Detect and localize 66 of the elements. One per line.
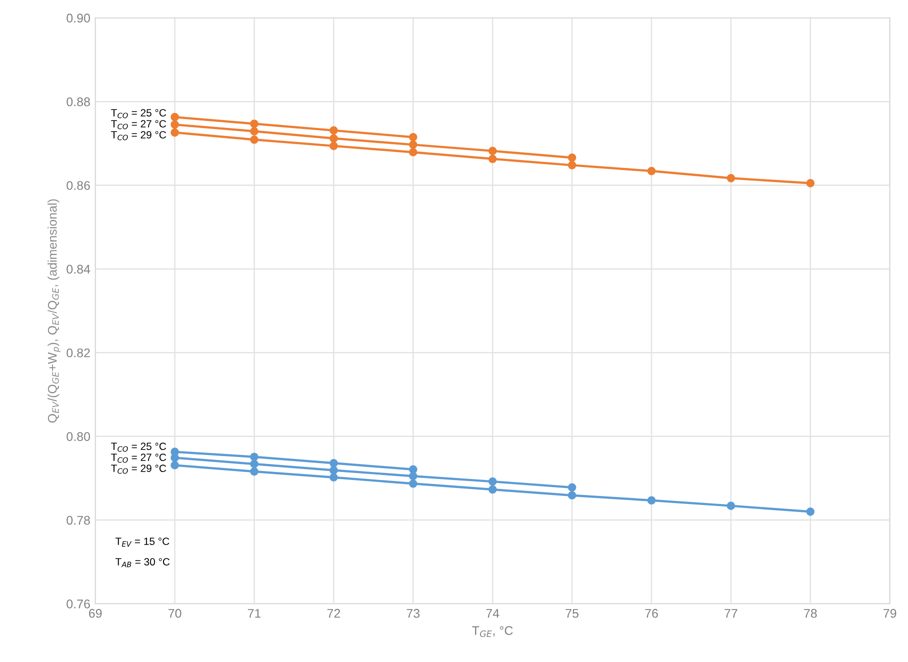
point xyxy=(170,461,179,470)
series-label: T$_{CO}$ = 25 °C xyxy=(111,109,166,118)
point xyxy=(568,153,576,162)
x-tick-label: 69 xyxy=(89,608,102,618)
series-label: T$_{CO}$ = 29 °C xyxy=(111,464,166,474)
point xyxy=(408,472,418,480)
point xyxy=(250,127,258,136)
point xyxy=(568,483,576,492)
point xyxy=(408,465,418,474)
point xyxy=(330,142,338,150)
point xyxy=(330,126,338,135)
y-tick-label: 0.90 xyxy=(66,14,90,23)
point xyxy=(250,460,258,468)
x-tick-label: 77 xyxy=(724,609,738,618)
point xyxy=(170,454,179,462)
series-label: T$_{CO}$ = 25 °C xyxy=(111,442,166,452)
point xyxy=(330,473,338,482)
y-tick-label: 0.86 xyxy=(66,181,90,190)
series-label: T$_{CO}$ = 27 °C xyxy=(111,120,166,130)
x-tick-label: 71 xyxy=(248,609,261,618)
point xyxy=(488,154,497,164)
point xyxy=(250,467,258,476)
x-tick-label: 76 xyxy=(645,608,658,618)
y-tick-label: 0.80 xyxy=(66,432,90,442)
text: Q$_{EV}$/(Q$_{GE}$+W$_{p}$), Q$_{EV}$/Q$_{GE}$, (adimensional) xyxy=(48,199,61,423)
point xyxy=(250,452,258,462)
x-tick-label: 79 xyxy=(884,608,896,618)
y-tick-label: 0.76 xyxy=(66,600,90,608)
y-tick-label: 0.78 xyxy=(66,516,90,525)
point xyxy=(726,502,736,510)
point xyxy=(806,179,815,188)
point xyxy=(726,174,736,182)
point xyxy=(488,477,497,486)
point xyxy=(408,132,418,142)
x-tick-label: 70 xyxy=(168,608,182,618)
x-tick-label: 78 xyxy=(804,608,817,618)
point xyxy=(330,134,338,143)
point xyxy=(330,458,338,468)
y-tick-label: 0.88 xyxy=(66,97,90,106)
series-label: T$_{CO}$ = 29 °C xyxy=(111,131,166,140)
point xyxy=(250,135,258,144)
point xyxy=(170,120,179,129)
x-axis-title: T$_{GE}$, °C xyxy=(472,626,513,638)
point xyxy=(647,496,656,505)
point xyxy=(408,479,418,488)
y-tick-label: 0.82 xyxy=(66,348,90,358)
x-tick-label: 75 xyxy=(566,609,578,618)
point xyxy=(408,140,418,149)
x-tick-label: 74 xyxy=(486,609,500,618)
annotation: T$_{EV}$ = 15 °C xyxy=(115,538,170,547)
point xyxy=(170,112,179,122)
x-tick-label: 73 xyxy=(406,608,420,618)
point xyxy=(170,128,179,137)
point xyxy=(806,508,815,516)
point xyxy=(568,491,576,500)
point xyxy=(488,485,497,494)
point xyxy=(647,166,656,176)
point xyxy=(488,146,497,156)
point xyxy=(408,148,418,156)
x-tick-label: 72 xyxy=(327,608,340,618)
point xyxy=(568,161,576,170)
point xyxy=(330,466,338,474)
annotation: T$_{AB}$ = 30 °C xyxy=(115,558,170,568)
y-tick-label: 0.84 xyxy=(66,264,90,274)
point xyxy=(250,120,258,128)
series-label: T$_{CO}$ = 27 °C xyxy=(111,454,166,463)
